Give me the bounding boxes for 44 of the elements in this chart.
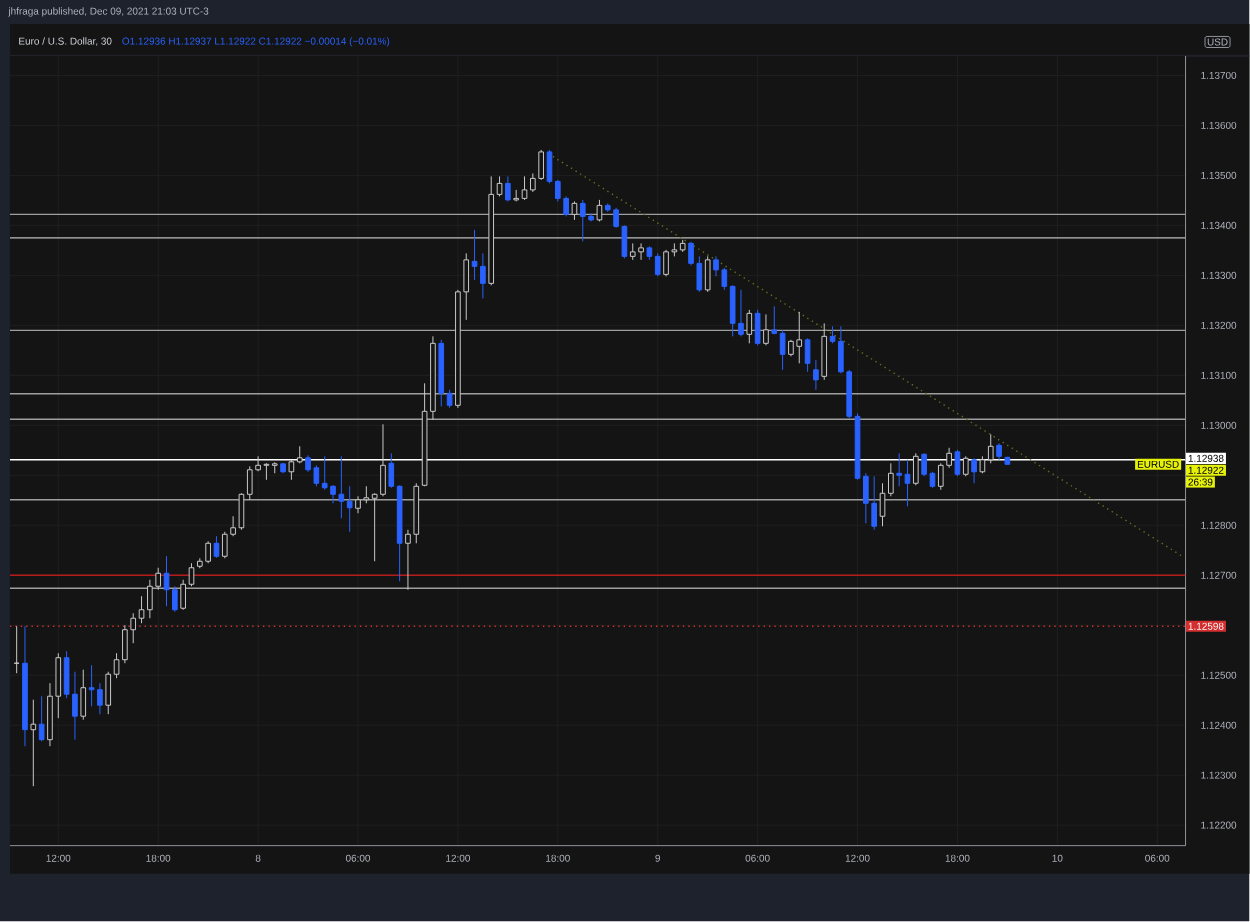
- candlestick: [971, 457, 977, 484]
- candlestick: [330, 484, 336, 504]
- candlestick: [871, 475, 878, 531]
- candlestick: [221, 531, 228, 559]
- candlestick: [97, 682, 103, 715]
- candlestick: [912, 452, 919, 486]
- candlestick: [754, 309, 761, 347]
- candlestick: [962, 455, 969, 477]
- candlestick: [638, 243, 644, 261]
- candlestick: [147, 579, 153, 619]
- candlestick: [288, 459, 295, 481]
- candlestick: [480, 253, 486, 300]
- candlestick: [704, 256, 711, 293]
- candlestick: [321, 455, 328, 491]
- candlestick: [779, 329, 786, 371]
- candlestick: [796, 311, 803, 365]
- candlestick: [654, 253, 661, 278]
- candlestick: [313, 464, 320, 487]
- candlestick: [505, 176, 511, 203]
- candlestick: [213, 535, 220, 559]
- candlestick: [38, 695, 45, 742]
- candlestick: [571, 201, 578, 221]
- candlestick: [763, 314, 769, 347]
- candlestick: [263, 462, 270, 481]
- candlestick: [88, 664, 95, 707]
- candlestick: [579, 199, 586, 243]
- candlestick: [663, 249, 669, 278]
- candlestick: [205, 540, 211, 564]
- candlestick: [380, 424, 386, 497]
- candlestick: [521, 176, 528, 201]
- candlestick: [738, 289, 744, 338]
- candlestick: [338, 455, 345, 519]
- candlestick: [821, 323, 828, 381]
- candlestick: [987, 434, 994, 464]
- candlestick: [80, 669, 87, 721]
- candlestick: [746, 309, 753, 345]
- candlestick: [413, 482, 420, 544]
- candlestick: [896, 452, 902, 487]
- candlestick: [471, 229, 478, 281]
- candlestick: [954, 449, 961, 477]
- candlestick: [30, 699, 37, 787]
- candlestick: [346, 485, 353, 533]
- candlestick: [813, 359, 819, 391]
- candlestick: [804, 338, 811, 373]
